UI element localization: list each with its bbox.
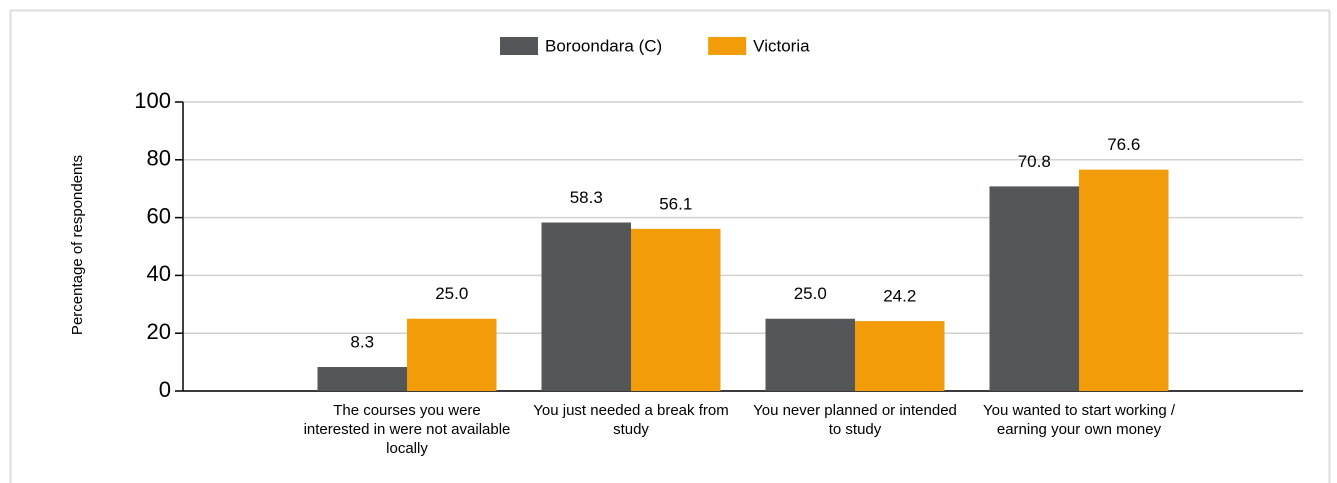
legend-swatch bbox=[500, 37, 538, 55]
y-tick-label: 80 bbox=[147, 146, 171, 171]
y-tick-label: 20 bbox=[147, 319, 171, 344]
legend-label: Boroondara (C) bbox=[545, 36, 662, 55]
y-axis-label: Percentage of respondents bbox=[69, 155, 86, 335]
x-tick-label: The courses you were interested in were … bbox=[303, 402, 511, 457]
bar bbox=[1079, 169, 1169, 391]
value-label: 24.2 bbox=[883, 287, 916, 306]
bar bbox=[855, 321, 945, 391]
bar bbox=[317, 367, 407, 391]
value-label: 25.0 bbox=[794, 284, 827, 303]
y-tick-label: 100 bbox=[134, 88, 171, 113]
y-tick-label: 0 bbox=[159, 377, 171, 402]
value-label: 25.0 bbox=[435, 284, 468, 303]
x-tick-label-box: You wanted to start working / earning yo… bbox=[982, 402, 1176, 438]
x-tick-label: You wanted to start working / earning yo… bbox=[982, 402, 1176, 438]
bar bbox=[631, 228, 721, 391]
chart-frame bbox=[9, 9, 1331, 483]
value-label: 56.1 bbox=[659, 194, 692, 213]
x-tick-label: You never planned or intended to study bbox=[753, 402, 957, 438]
x-tick-label-box: The courses you were interested in were … bbox=[303, 402, 511, 457]
value-label: 76.6 bbox=[1107, 135, 1140, 154]
bar bbox=[541, 222, 631, 391]
x-tick-label-box: You never planned or intended to study bbox=[753, 402, 957, 438]
legend-label: Victoria bbox=[753, 36, 810, 55]
x-tick-label-box: You just needed a break from study bbox=[533, 402, 729, 438]
value-label: 58.3 bbox=[570, 188, 603, 207]
bar bbox=[765, 318, 855, 391]
value-label: 70.8 bbox=[1018, 152, 1051, 171]
y-tick-label: 40 bbox=[147, 261, 171, 286]
y-tick-label: 60 bbox=[147, 203, 171, 228]
value-label: 8.3 bbox=[350, 332, 374, 351]
x-tick-label: You just needed a break from study bbox=[533, 402, 729, 438]
bar bbox=[407, 318, 497, 391]
bar bbox=[989, 186, 1079, 391]
legend-swatch bbox=[708, 37, 747, 55]
